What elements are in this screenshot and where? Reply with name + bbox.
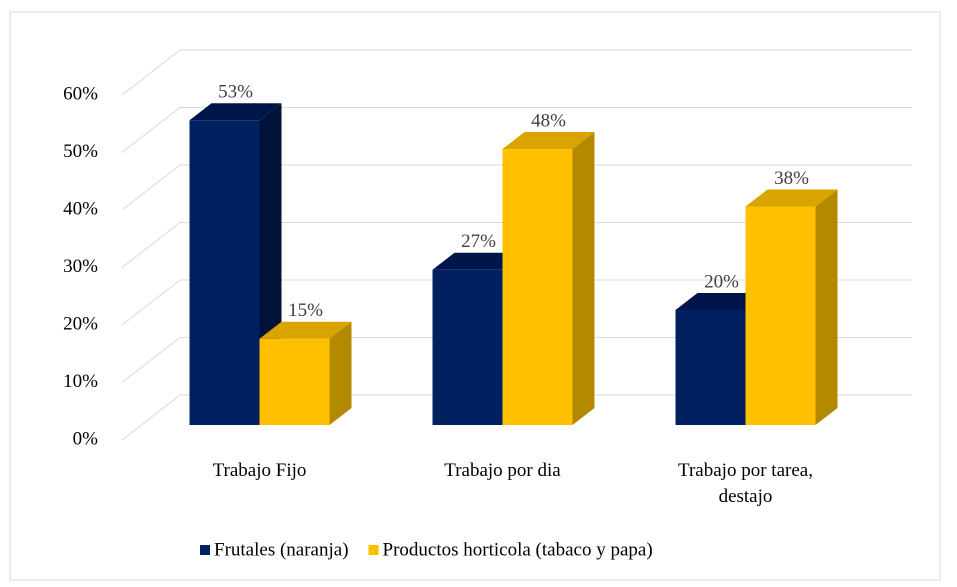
data-label: 15% <box>288 300 323 321</box>
bar <box>745 206 816 425</box>
y-tick-label: 40% <box>63 198 98 219</box>
bar <box>502 149 573 425</box>
bar-side <box>572 132 595 425</box>
bar-top <box>259 321 352 339</box>
x-tick-label: Trabajo Fijo <box>212 460 307 481</box>
y-tick-label: 60% <box>63 83 98 104</box>
x-tick-label: Trabajo por dia <box>444 460 561 481</box>
y-tick-label: 0% <box>73 428 99 449</box>
grid-line <box>121 222 181 268</box>
grid-line <box>121 394 181 441</box>
legend-label: Productos horticola (tabaco y papa) <box>383 539 653 560</box>
x-tick-label: Trabajo por tarea, destajo <box>678 460 813 507</box>
grid-line <box>121 164 181 211</box>
legend-label: Frutales (naranja) <box>214 539 349 560</box>
legend-swatch <box>368 545 379 555</box>
bar-top <box>675 293 768 310</box>
bar <box>675 310 746 425</box>
grid-line <box>121 49 181 96</box>
legend-swatch <box>200 545 210 555</box>
bar-top <box>189 103 282 121</box>
grid-line <box>121 337 181 383</box>
data-label: 20% <box>704 271 739 292</box>
bar-top <box>745 189 838 207</box>
y-tick-label: 20% <box>63 313 98 334</box>
bar <box>432 269 503 425</box>
bar <box>189 120 260 425</box>
bar-side <box>329 321 352 425</box>
grid-line <box>121 279 181 326</box>
y-tick-label: 30% <box>63 256 98 277</box>
grid-line <box>121 107 181 153</box>
bar-top <box>432 252 525 270</box>
bar <box>259 338 330 425</box>
data-label: 53% <box>218 82 253 103</box>
data-label: 48% <box>531 110 566 131</box>
bar-side <box>815 189 838 425</box>
bar-top <box>502 132 595 149</box>
y-tick-label: 50% <box>63 141 98 162</box>
data-label: 38% <box>774 168 809 189</box>
y-tick-label: 10% <box>63 371 98 392</box>
data-label: 27% <box>461 231 496 252</box>
